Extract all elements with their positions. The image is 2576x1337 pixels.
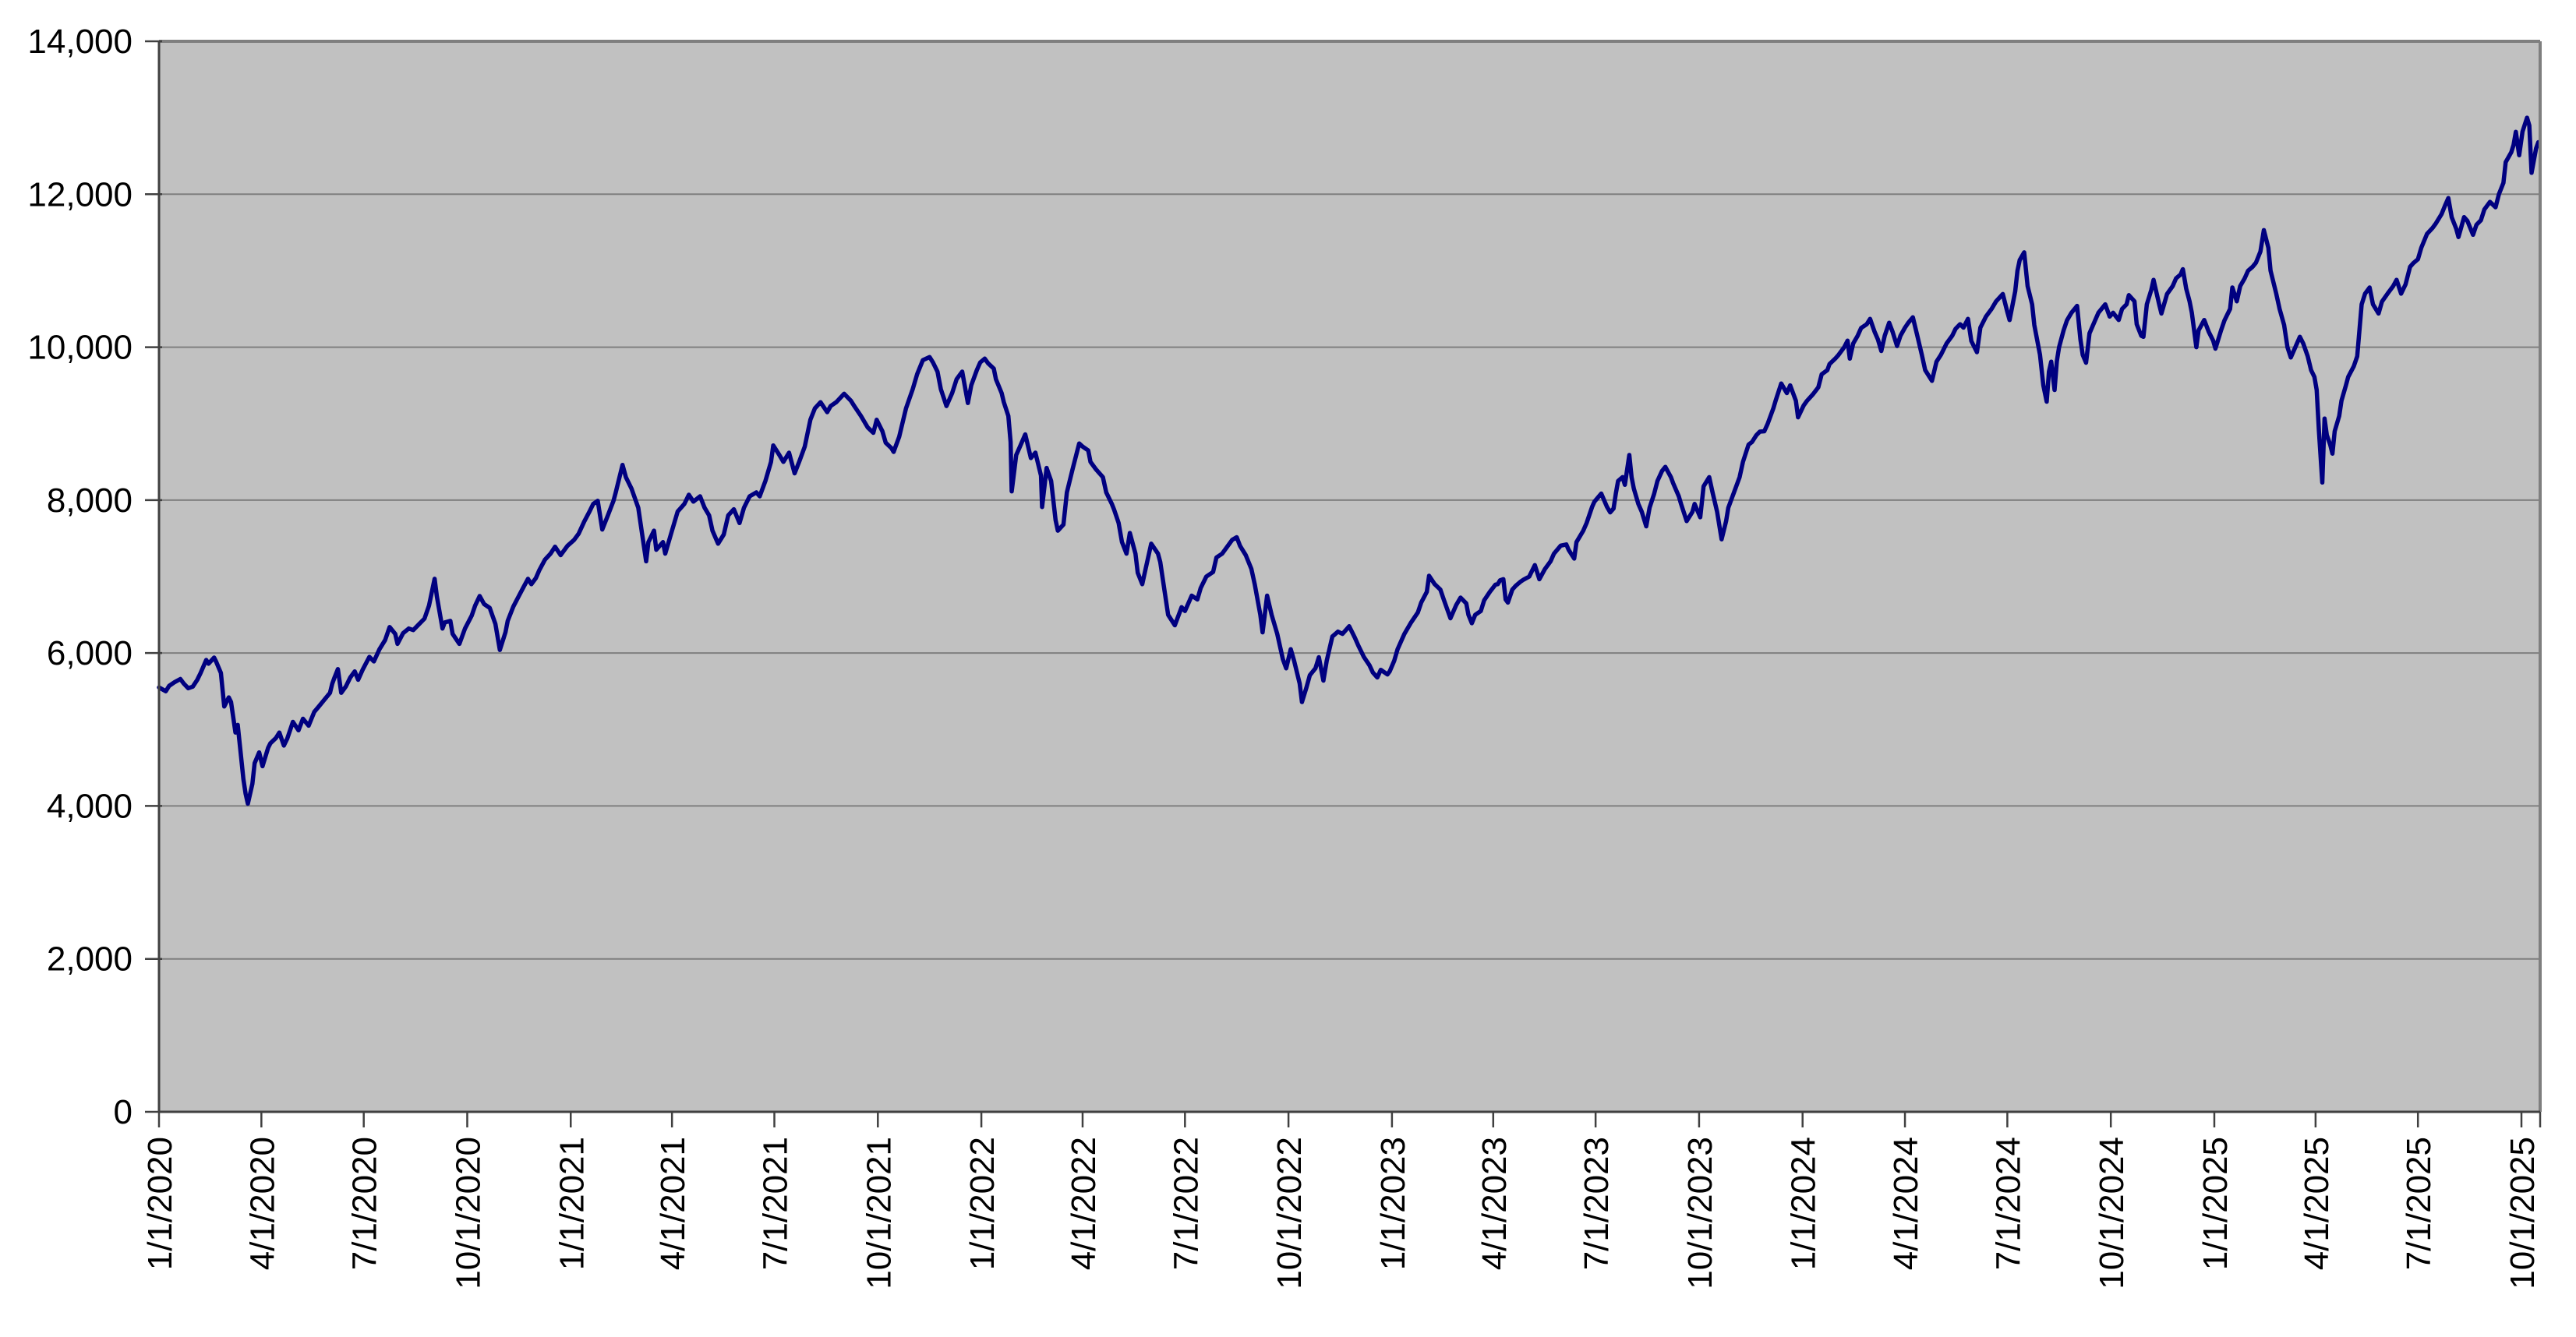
x-tick-label: 4/1/2023 xyxy=(1475,1137,1514,1270)
y-tick-label: 14,000 xyxy=(27,23,133,61)
x-tick-label: 1/1/2020 xyxy=(141,1137,179,1270)
plot-border xyxy=(157,40,2542,1113)
x-tick-label: 10/1/2023 xyxy=(1681,1137,1719,1289)
y-tick-label: 10,000 xyxy=(27,329,133,367)
x-tick-label: 10/1/2020 xyxy=(449,1137,487,1289)
y-tick-label: 6,000 xyxy=(47,634,133,672)
x-tick-label: 4/1/2025 xyxy=(2298,1137,2336,1270)
y-tick-label: 4,000 xyxy=(47,787,133,825)
x-tick-label: 1/1/2025 xyxy=(2196,1137,2235,1270)
x-tick-label: 10/1/2022 xyxy=(1270,1137,1309,1289)
x-tick-label: 4/1/2024 xyxy=(1887,1137,1925,1270)
x-tick-label: 1/1/2021 xyxy=(553,1137,591,1270)
x-tick-label: 7/1/2023 xyxy=(1578,1137,1616,1270)
y-tick-label: 0 xyxy=(114,1093,133,1131)
x-tick-label: 7/1/2022 xyxy=(1167,1137,1205,1270)
x-tick-label: 7/1/2021 xyxy=(757,1137,795,1270)
x-tick-label: 4/1/2021 xyxy=(654,1137,692,1270)
y-axis-labels: 0 2,000 4,000 6,000 8,000 10,000 12,000 14,000 xyxy=(27,23,133,1131)
plot-area xyxy=(159,41,2540,1112)
y-tick-label: 8,000 xyxy=(47,482,133,520)
x-tick-label: 10/1/2024 xyxy=(2093,1137,2131,1289)
y-tick-label: 12,000 xyxy=(27,175,133,213)
x-axis-labels: 1/1/2020 4/1/2020 7/1/2020 10/1/2020 1/1/202… xyxy=(141,1137,2542,1289)
y-tick-label: 2,000 xyxy=(47,940,133,979)
x-tick-label: 10/1/2025 xyxy=(2504,1137,2542,1289)
x-tick-label: 4/1/2020 xyxy=(243,1137,281,1270)
x-tick-label: 1/1/2024 xyxy=(1785,1137,1823,1270)
x-tick-label: 7/1/2020 xyxy=(346,1137,384,1270)
price-line xyxy=(157,115,2541,806)
x-tick-label: 7/1/2024 xyxy=(1989,1137,2027,1270)
axis-ticks xyxy=(145,40,2542,1127)
series-lines xyxy=(157,115,2541,806)
x-tick-label: 1/1/2022 xyxy=(963,1137,1002,1270)
x-tick-label: 7/1/2025 xyxy=(2400,1137,2438,1270)
gridlines xyxy=(159,193,2540,960)
x-tick-label: 1/1/2023 xyxy=(1374,1137,1412,1270)
x-tick-label: 10/1/2021 xyxy=(860,1137,898,1289)
x-tick-label: 4/1/2022 xyxy=(1065,1137,1103,1270)
